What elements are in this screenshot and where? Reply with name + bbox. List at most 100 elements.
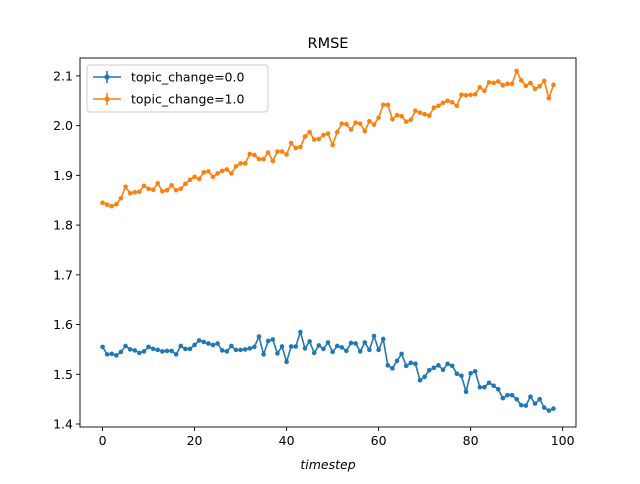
data-point-0-36 [265, 338, 271, 344]
data-point-1-79 [463, 93, 469, 98]
data-point-1-37 [270, 158, 276, 164]
data-point-0-3 [114, 353, 119, 358]
data-point-0-65 [399, 351, 404, 357]
data-point-0-63 [390, 366, 395, 371]
data-point-1-8 [137, 189, 142, 195]
data-point-0-92 [523, 403, 529, 408]
data-point-1-42 [293, 145, 299, 151]
data-point-0-42 [293, 344, 299, 349]
data-point-0-62 [385, 363, 391, 368]
data-point-1-46 [311, 137, 317, 142]
data-point-0-86 [495, 386, 501, 392]
y-tick-label: 1.8 [53, 218, 73, 233]
data-point-1-56 [357, 121, 363, 126]
data-point-0-75 [445, 361, 450, 367]
data-point-1-89 [509, 81, 515, 87]
data-point-1-54 [348, 127, 354, 132]
data-point-1-67 [408, 117, 414, 122]
data-point-1-48 [321, 132, 326, 138]
data-point-0-91 [518, 402, 524, 408]
data-point-0-94 [532, 401, 538, 406]
data-point-0-82 [477, 384, 483, 390]
data-point-1-40 [284, 152, 289, 157]
data-point-1-80 [468, 92, 473, 98]
data-point-1-45 [307, 129, 312, 135]
data-point-1-77 [454, 103, 460, 109]
data-point-1-68 [413, 108, 418, 114]
data-point-0-88 [505, 392, 510, 398]
data-point-1-53 [344, 121, 349, 127]
data-point-0-29 [233, 347, 239, 353]
data-point-1-57 [362, 128, 368, 134]
data-point-0-25 [215, 341, 220, 346]
data-point-0-49 [325, 340, 331, 345]
data-point-0-11 [150, 346, 156, 352]
data-point-0-23 [206, 341, 211, 346]
data-point-0-12 [155, 347, 161, 353]
data-point-0-31 [242, 347, 248, 352]
data-point-0-15 [169, 348, 174, 354]
data-point-1-27 [224, 167, 230, 172]
data-point-1-12 [155, 181, 161, 186]
data-point-1-20 [192, 174, 197, 180]
data-point-1-14 [164, 187, 170, 193]
x-tick-label: 100 [551, 433, 575, 448]
data-point-1-58 [367, 118, 372, 124]
legend-marker-0 [104, 74, 110, 80]
data-point-0-60 [376, 347, 381, 353]
data-point-0-78 [459, 373, 464, 379]
data-point-1-61 [380, 102, 386, 108]
data-point-0-30 [238, 347, 243, 353]
x-axis-label: timestep [300, 457, 355, 472]
data-point-1-73 [436, 103, 441, 109]
data-point-0-16 [173, 352, 179, 357]
data-point-0-35 [261, 352, 266, 357]
data-point-1-38 [275, 149, 280, 154]
data-point-0-70 [422, 374, 427, 380]
data-point-1-22 [201, 170, 207, 175]
data-point-1-41 [288, 140, 294, 146]
data-point-1-30 [238, 161, 243, 166]
data-point-1-72 [431, 105, 437, 111]
data-point-0-20 [192, 342, 197, 348]
x-tick-label: 20 [187, 433, 203, 448]
y-tick-label: 1.9 [53, 168, 73, 183]
data-point-1-60 [376, 115, 381, 120]
data-point-1-91 [518, 78, 524, 83]
data-point-0-69 [417, 377, 423, 383]
data-point-0-72 [431, 365, 437, 371]
data-point-0-98 [551, 406, 556, 411]
data-point-1-17 [178, 186, 184, 192]
data-point-0-34 [256, 334, 262, 339]
data-point-0-61 [380, 336, 386, 342]
axes-frame [79, 57, 577, 428]
data-point-1-25 [215, 171, 220, 176]
x-tick-label: 0 [99, 433, 107, 448]
data-point-0-54 [348, 340, 354, 346]
data-point-0-37 [270, 337, 276, 342]
y-tick-label: 1.6 [53, 317, 73, 332]
data-point-1-32 [247, 151, 253, 157]
data-point-0-52 [339, 345, 345, 350]
data-point-0-45 [307, 339, 312, 344]
data-point-0-46 [311, 350, 317, 356]
data-point-0-90 [514, 396, 519, 402]
data-point-0-58 [367, 347, 372, 353]
data-point-0-33 [252, 344, 257, 350]
data-point-0-43 [298, 329, 303, 335]
data-point-1-66 [403, 119, 409, 124]
y-tick-label: 1.5 [53, 367, 73, 382]
data-point-1-95 [537, 84, 542, 89]
chart-title: RMSE [308, 36, 349, 52]
data-point-0-85 [491, 383, 496, 389]
data-point-1-50 [330, 142, 335, 148]
data-point-1-3 [114, 201, 119, 207]
data-point-1-36 [265, 150, 271, 155]
data-point-1-65 [399, 113, 404, 119]
data-point-0-39 [279, 344, 285, 349]
data-point-1-52 [339, 121, 345, 126]
data-point-0-26 [219, 348, 225, 353]
data-point-1-69 [417, 110, 423, 115]
data-point-0-13 [160, 349, 165, 354]
